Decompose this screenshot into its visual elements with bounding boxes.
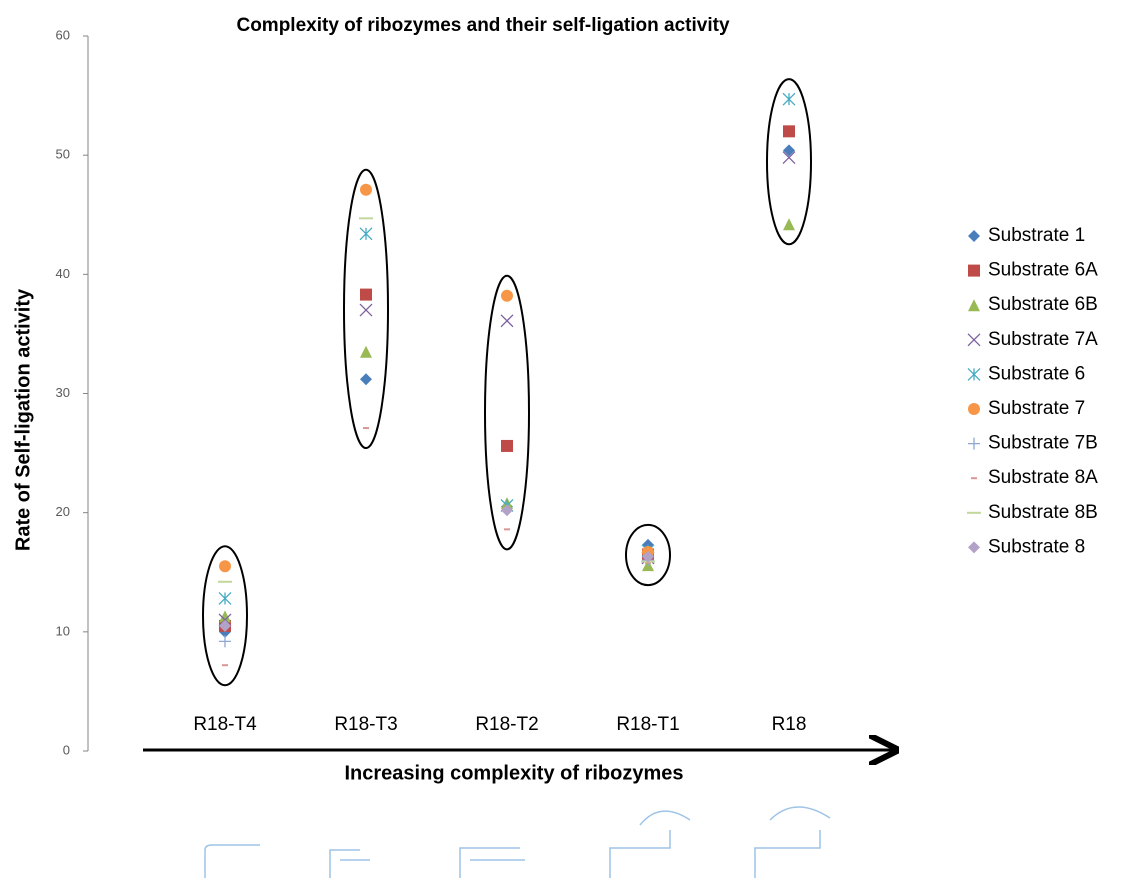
legend-label: Substrate 6 [988,363,1085,384]
legend-label: Substrate 7 [988,398,1085,419]
legend-label: Substrate 8 [988,536,1085,557]
legend-marker [968,541,980,553]
point [219,592,231,604]
legend-label: Substrate 1 [988,225,1085,246]
y-tick-label: 50 [56,147,70,162]
point [501,440,513,452]
x-tick-label: R18-T4 [193,714,257,735]
point [360,184,372,196]
point [219,635,231,647]
legend-marker [968,403,980,415]
legend-marker [968,265,980,277]
legend-label: Substrate 6A [988,260,1098,281]
point [501,315,513,327]
point [783,125,795,137]
y-axis-label: Rate of Self-ligation activity [12,288,34,551]
point [360,289,372,301]
y-tick-label: 60 [56,27,70,42]
legend-marker [968,299,980,311]
point [360,228,372,240]
y-tick-label: 0 [63,742,70,757]
x-tick-label: R18-T1 [616,714,679,735]
chart: Complexity of ribozymes and their self-l… [0,0,1134,878]
y-tick-label: 10 [56,623,70,638]
x-tick-label: R18 [772,714,807,735]
point [219,560,231,572]
legend-marker [968,230,980,242]
x-tick-label: R18-T3 [334,714,397,735]
point [360,346,372,358]
legend-label: Substrate 8B [988,502,1098,523]
legend-marker [968,368,980,380]
point [783,93,795,105]
point [501,290,513,302]
point [360,304,372,316]
chart-title: Complexity of ribozymes and their self-l… [236,15,729,36]
point [783,144,795,156]
structure-icons [205,807,830,878]
y-tick-label: 20 [56,504,70,519]
x-tick-label: R18-T2 [475,714,538,735]
point [360,373,372,385]
point [783,218,795,230]
legend-label: Substrate 8A [988,467,1098,488]
group-ellipse [344,170,388,448]
legend-label: Substrate 7A [988,329,1098,350]
legend-marker [968,438,980,450]
y-tick-label: 30 [56,385,70,400]
legend-label: Substrate 7B [988,433,1098,454]
legend-marker [968,334,980,346]
x-axis-label: Increasing complexity of ribozymes [345,762,684,784]
legend-label: Substrate 6B [988,294,1098,315]
y-tick-label: 40 [56,266,70,281]
